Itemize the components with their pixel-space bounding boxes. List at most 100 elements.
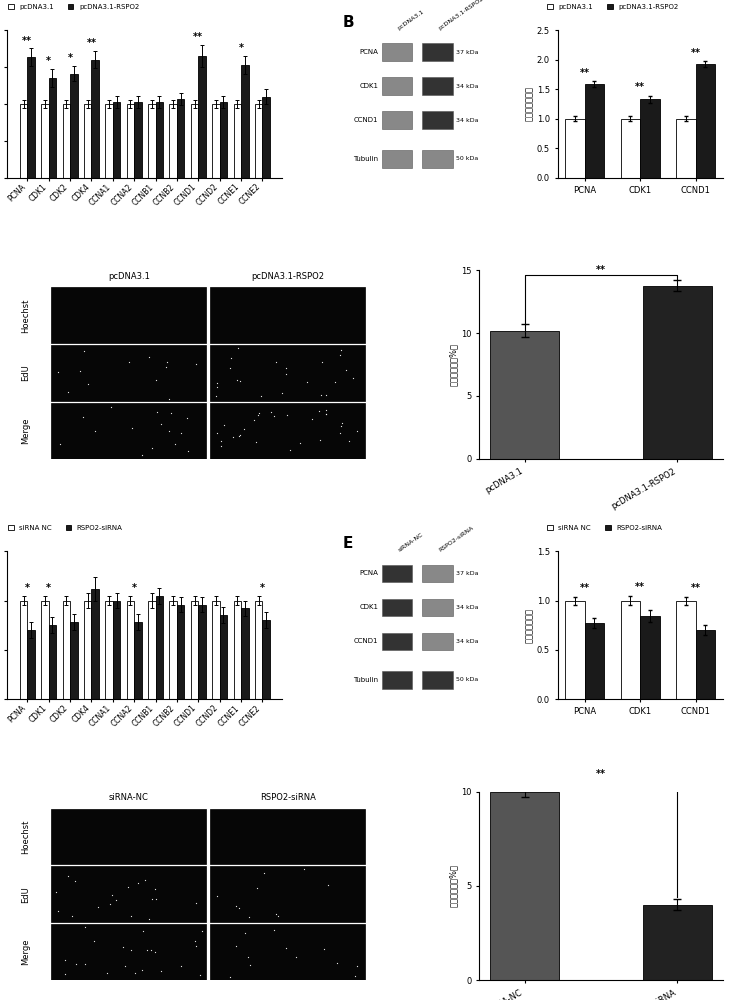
Point	[137, 962, 148, 978]
Bar	[210, 403, 365, 459]
Legend: pcDNA3.1, pcDNA3.1-RSPO2: pcDNA3.1, pcDNA3.1-RSPO2	[545, 1, 681, 12]
Point	[175, 958, 187, 974]
Text: **: **	[193, 32, 204, 42]
Point	[272, 908, 284, 924]
Point	[334, 342, 346, 358]
Point	[129, 965, 141, 981]
Point	[54, 436, 66, 452]
Bar	[382, 633, 412, 650]
Point	[322, 877, 334, 893]
Bar	[491, 331, 559, 459]
Point	[110, 892, 122, 908]
Point	[281, 407, 293, 423]
Point	[105, 399, 117, 415]
Point	[316, 354, 328, 370]
Point	[239, 925, 250, 941]
Bar	[212, 601, 220, 699]
Point	[89, 423, 101, 439]
Text: 50 kDa: 50 kDa	[456, 677, 479, 682]
Point	[155, 416, 167, 432]
Point	[349, 968, 361, 984]
Bar	[91, 589, 99, 699]
Bar	[210, 866, 365, 922]
Bar	[565, 119, 585, 178]
Bar	[134, 102, 142, 178]
Point	[270, 354, 282, 370]
Bar	[155, 596, 163, 699]
Point	[150, 372, 162, 388]
Point	[253, 405, 265, 421]
Point	[141, 942, 153, 958]
Bar	[51, 866, 207, 922]
Point	[331, 955, 342, 971]
Bar	[105, 104, 113, 178]
Bar	[51, 403, 207, 459]
Point	[301, 374, 313, 390]
Point	[120, 958, 131, 974]
Point	[88, 933, 99, 949]
Point	[250, 434, 262, 450]
Point	[255, 388, 266, 404]
Text: siRNA-NC: siRNA-NC	[109, 793, 149, 802]
Bar	[220, 615, 227, 699]
Point	[211, 375, 223, 391]
Text: **: **	[23, 36, 32, 46]
Point	[161, 354, 173, 370]
Bar	[263, 97, 270, 178]
Bar	[382, 599, 412, 616]
Text: pcDNA3.1-RSPO2: pcDNA3.1-RSPO2	[438, 0, 485, 31]
Point	[320, 406, 332, 422]
Text: B: B	[343, 15, 355, 30]
Bar	[41, 601, 49, 699]
Bar	[382, 77, 412, 95]
Text: *: *	[239, 43, 244, 53]
Point	[315, 432, 326, 448]
Text: pcDNA3.1-RSPO2: pcDNA3.1-RSPO2	[251, 272, 324, 281]
Point	[224, 360, 236, 376]
Text: **: **	[691, 583, 701, 593]
Point	[164, 423, 175, 439]
Bar	[382, 565, 412, 582]
Point	[320, 406, 332, 422]
Bar	[640, 99, 660, 178]
Text: PCNA: PCNA	[359, 570, 378, 576]
Point	[78, 343, 90, 359]
Point	[210, 388, 221, 404]
Y-axis label: 细胞增殖率（%）: 细胞增殖率（%）	[449, 864, 458, 907]
Bar	[51, 924, 207, 980]
Point	[169, 436, 181, 452]
Point	[196, 923, 208, 939]
Point	[52, 364, 64, 380]
Point	[290, 949, 301, 965]
Bar	[177, 99, 185, 178]
Bar	[113, 601, 120, 699]
Text: **: **	[596, 265, 606, 275]
Y-axis label: 细胞增殖率（%）: 细胞增殖率（%）	[449, 343, 458, 386]
Point	[101, 965, 112, 981]
Bar	[382, 111, 412, 129]
Point	[343, 433, 355, 449]
Point	[225, 350, 237, 366]
Bar	[696, 64, 715, 178]
Point	[190, 938, 201, 954]
Bar	[422, 150, 453, 168]
Bar	[422, 565, 453, 582]
Bar	[51, 287, 207, 343]
Point	[268, 922, 280, 938]
Text: *: *	[260, 583, 265, 593]
Point	[82, 376, 94, 392]
Point	[253, 407, 264, 423]
Bar	[382, 150, 412, 168]
Y-axis label: 相对蛋白表达量: 相对蛋白表达量	[525, 608, 534, 643]
Bar	[585, 84, 604, 178]
Point	[62, 868, 74, 884]
Text: 34 kDa: 34 kDa	[456, 118, 479, 123]
Point	[160, 359, 172, 375]
Point	[137, 923, 149, 939]
Text: Merge: Merge	[21, 939, 30, 965]
Bar	[565, 601, 585, 699]
Bar	[640, 616, 660, 699]
Bar	[169, 601, 177, 699]
Bar	[20, 601, 27, 699]
Point	[52, 903, 64, 919]
